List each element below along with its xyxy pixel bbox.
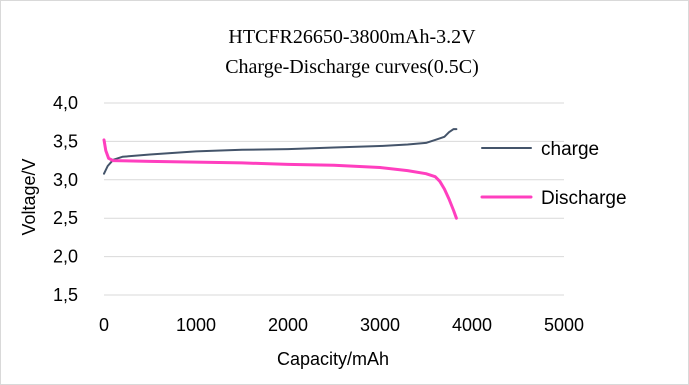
x-tick-label: 5000 (544, 315, 584, 335)
x-axis-title: Capacity/mAh (277, 349, 389, 369)
x-tick-label: 1000 (176, 315, 216, 335)
series-line-discharge (102, 138, 458, 220)
grid-layer (104, 102, 564, 296)
legend-label-charge: charge (541, 139, 599, 160)
y-tick-labels: 4,0 3,5 3,0 2,5 2,0 1,5 (53, 93, 78, 305)
y-tick-label: 3,0 (53, 170, 78, 190)
x-tick-label: 3000 (360, 315, 400, 335)
legend-label-discharge: Discharge (541, 188, 627, 209)
y-tick-label: 3,5 (53, 131, 78, 151)
series-line-charge (103, 128, 458, 175)
x-tick-label: 0 (99, 315, 109, 335)
y-axis-title: Voltage/V (19, 158, 39, 235)
chart-title: HTCFR26650-3800mAh-3.2V (228, 26, 476, 48)
x-tick-label: 4000 (452, 315, 492, 335)
y-tick-label: 2,5 (53, 208, 78, 228)
legend: charge Discharge (480, 139, 627, 209)
y-tick-label: 1,5 (53, 285, 78, 305)
x-tick-labels: 0 1000 2000 3000 4000 5000 (99, 315, 584, 335)
y-tick-label: 2,0 (53, 247, 78, 267)
x-tick-label: 2000 (268, 315, 308, 335)
chart-subtitle: Charge-Discharge curves(0.5C) (225, 56, 479, 78)
series-layer (102, 128, 458, 220)
y-tick-label: 4,0 (53, 93, 78, 113)
